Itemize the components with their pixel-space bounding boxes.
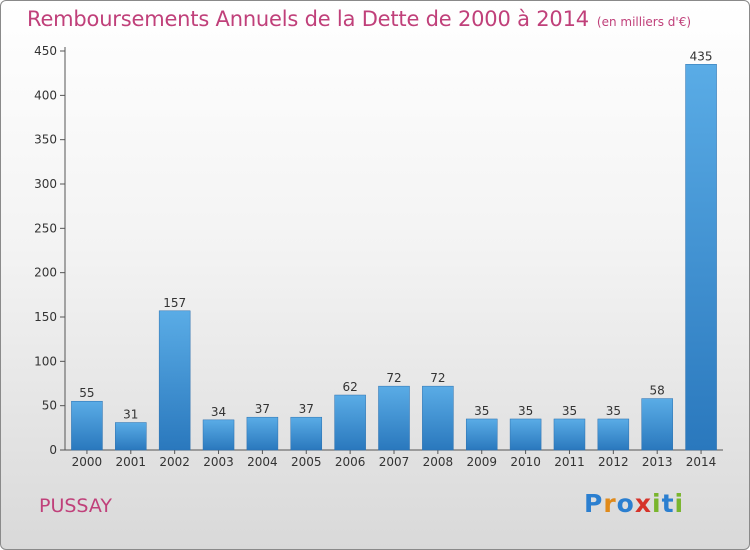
bar-value-label: 31 (123, 408, 138, 422)
x-tick-label: 2009 (466, 455, 497, 469)
bar (290, 416, 323, 451)
bar-value-label: 55 (79, 386, 94, 400)
bar-value-label: 72 (386, 371, 401, 385)
bar-value-label: 35 (606, 404, 621, 418)
bar (509, 418, 542, 451)
bar (158, 310, 191, 451)
bar (202, 419, 235, 451)
bars (71, 64, 717, 451)
bar-value-label: 35 (518, 404, 533, 418)
bar (378, 385, 410, 451)
x-tick-label: 2010 (510, 455, 541, 469)
y-tick-label: 150 (34, 310, 57, 324)
bar (685, 64, 717, 451)
y-tick-label: 50 (42, 399, 57, 413)
bar (553, 418, 586, 451)
logo-letter: i (674, 489, 685, 518)
bar (246, 416, 279, 451)
axes: 0 50 100 150 200 250 300 350 400 450 (34, 44, 723, 457)
logo-letter: o (616, 489, 635, 518)
bar-value-label: 35 (562, 404, 577, 418)
commune-name: PUSSAY (39, 495, 112, 517)
labels: 55 2000 31 2001 157 2002 34 2003 37 2004 37 2005 62 2… (72, 49, 717, 469)
logo-letter: i (652, 489, 662, 518)
logo-letter: t (661, 489, 675, 518)
bar-value-label: 34 (211, 405, 226, 419)
x-tick-label: 2005 (291, 455, 322, 469)
y-tick-label: 0 (49, 443, 57, 457)
bar (71, 400, 103, 451)
logo-letter: r (603, 489, 617, 518)
y-tick-label: 300 (34, 177, 57, 191)
x-tick-label: 2012 (598, 455, 629, 469)
proxiti-logo: Proxiti (584, 489, 684, 518)
bar-value-label: 62 (342, 380, 357, 394)
bar-value-label: 157 (163, 296, 186, 310)
bar (115, 422, 147, 451)
logo-letter: x (634, 489, 652, 518)
x-tick-label: 2000 (72, 455, 103, 469)
bar-value-label: 37 (255, 402, 270, 416)
logo-letter: P (584, 489, 604, 518)
y-tick-label: 400 (34, 88, 57, 102)
bar-value-label: 58 (650, 384, 665, 398)
y-tick-label: 450 (34, 44, 57, 58)
x-tick-label: 2008 (423, 455, 454, 469)
y-tick-label: 200 (34, 266, 57, 280)
y-tick-label: 350 (34, 133, 57, 147)
x-tick-label: 2006 (335, 455, 366, 469)
x-tick-label: 2001 (116, 455, 147, 469)
bar (465, 418, 498, 451)
bar (422, 385, 454, 451)
bar (597, 418, 630, 451)
y-tick-label: 100 (34, 354, 57, 368)
bar (334, 394, 366, 451)
bar-value-label: 35 (474, 404, 489, 418)
bar (641, 398, 673, 451)
bar-value-label: 435 (690, 49, 713, 63)
x-tick-label: 2003 (203, 455, 234, 469)
x-tick-label: 2002 (159, 455, 190, 469)
x-tick-label: 2004 (247, 455, 278, 469)
x-tick-label: 2014 (686, 455, 717, 469)
x-tick-label: 2013 (642, 455, 673, 469)
bar-value-label: 37 (299, 402, 314, 416)
y-tick-label: 250 (34, 221, 57, 235)
chart-unit: (en milliers d'€) (596, 15, 692, 29)
title-block: Remboursements Annuels de la Dette de 20… (27, 7, 691, 31)
chart-title: Remboursements Annuels de la Dette de 20… (27, 7, 589, 31)
bar-value-label: 72 (430, 371, 445, 385)
x-tick-label: 2007 (379, 455, 410, 469)
x-tick-label: 2011 (554, 455, 585, 469)
